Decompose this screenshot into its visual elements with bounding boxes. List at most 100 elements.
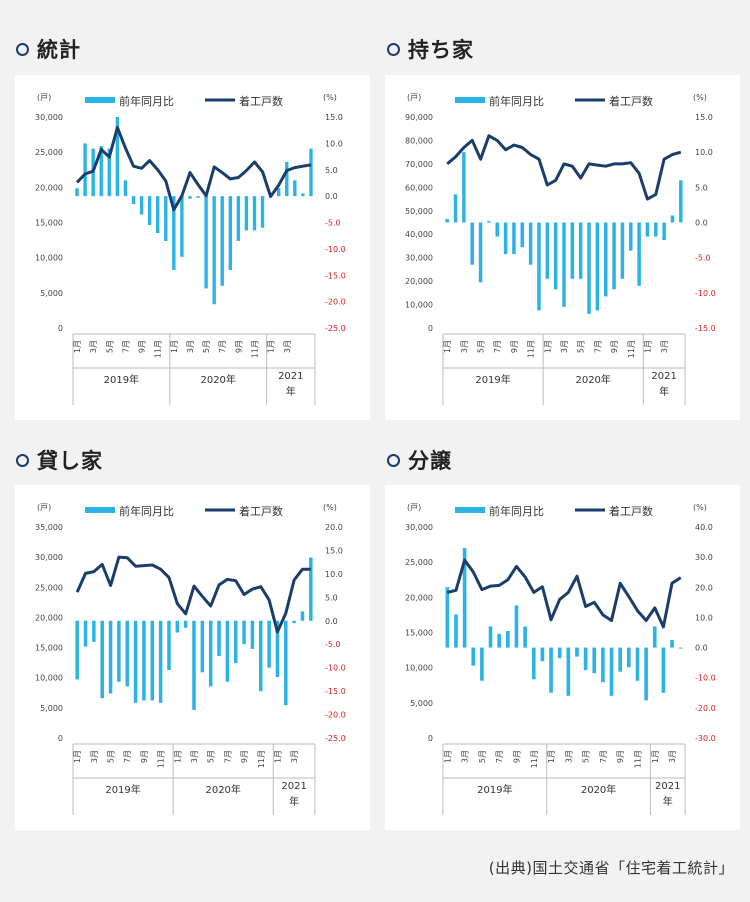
right-tick-label: 15.0: [325, 546, 343, 555]
right-tick-label: 0.0: [325, 192, 338, 201]
bar: [540, 647, 545, 662]
month-label: 1月: [170, 340, 179, 353]
bar: [167, 620, 171, 671]
month-label: 3月: [186, 340, 195, 353]
bar: [115, 117, 120, 197]
bar: [512, 222, 516, 255]
right-axis-unit: (%): [323, 503, 337, 512]
bar: [644, 647, 648, 701]
bar: [531, 647, 536, 680]
right-tick-label: -5.0: [695, 254, 711, 263]
bar: [75, 188, 79, 197]
chart-panel-2: 前年同月比 着工戸数 (戸) (%) 90,000 80,000 70,000 60,000 5…: [385, 75, 740, 420]
month-label: 5月: [207, 750, 216, 763]
chart-title-text: 貸し家: [37, 449, 103, 473]
bar: [228, 196, 232, 270]
bar: [117, 620, 121, 682]
bar: [612, 222, 616, 290]
month-label: 5月: [577, 340, 586, 353]
bar: [242, 620, 246, 645]
month-label: 7月: [493, 340, 502, 353]
right-tick-label: 20.0: [695, 583, 713, 592]
bar: [208, 620, 213, 687]
left-tick-label: 30,000: [35, 553, 63, 562]
right-tick-label: 20.0: [325, 523, 343, 532]
right-tick-label: 10.0: [325, 570, 343, 579]
bar: [292, 620, 296, 624]
bar: [236, 196, 241, 241]
bar: [514, 605, 519, 648]
bar: [445, 218, 449, 223]
legend-bar-swatch: [85, 97, 115, 103]
left-tick-label: 90,000: [405, 113, 433, 122]
bar: [244, 196, 249, 231]
bar: [150, 620, 155, 701]
month-label: 7月: [599, 750, 608, 763]
month-label: 1月: [273, 750, 282, 763]
bar: [92, 620, 96, 642]
right-tick-label: -10.0: [325, 664, 346, 673]
right-tick-label: -20.0: [325, 711, 346, 720]
left-tick-label: 30,000: [35, 113, 63, 122]
month-label: 11月: [157, 750, 166, 768]
bar: [670, 640, 674, 648]
month-label: 7月: [218, 340, 227, 353]
chart-title-text: 持ち家: [408, 38, 474, 62]
circle-bullet-icon: [16, 42, 29, 56]
bar: [301, 193, 305, 197]
bar: [133, 620, 138, 703]
month-label: 11月: [527, 340, 536, 358]
left-tick-label: 15,000: [35, 219, 63, 228]
bar: [277, 188, 281, 197]
chart-title-1: 統計: [16, 34, 81, 64]
right-tick-label: 15.0: [325, 113, 343, 122]
month-label: 9月: [510, 340, 519, 353]
bar: [250, 620, 255, 649]
month-label: 11月: [257, 750, 266, 768]
chart-panel-3: 前年同月比 着工戸数 (戸) (%) 35,000 30,000 25,000 20,000 1…: [15, 485, 370, 830]
line-series: [75, 126, 312, 212]
legend-bar-swatch: [455, 97, 485, 103]
month-label: 11月: [251, 340, 260, 358]
left-tick-label: 40,000: [405, 230, 433, 239]
right-tick-label: 0.0: [695, 644, 708, 653]
left-tick-label: 25,000: [405, 558, 433, 567]
circle-bullet-icon: [387, 42, 400, 56]
bar: [217, 620, 221, 656]
right-tick-label: -15.0: [325, 687, 346, 696]
left-tick-label: 80,000: [405, 136, 433, 145]
left-tick-label: 0: [58, 324, 63, 333]
left-axis-unit: (戸): [37, 503, 51, 512]
month-label: 3月: [461, 750, 470, 763]
chart-svg: 前年同月比 着工戸数 (戸) (%) 30,000 25,000 20,000 15,000 1…: [405, 503, 716, 815]
bar: [618, 647, 622, 672]
month-label: 1月: [267, 340, 276, 353]
bar: [503, 222, 508, 255]
bar: [635, 647, 640, 681]
month-label: 3月: [89, 340, 98, 353]
year-label: 2019年: [475, 373, 510, 386]
right-tick-label: 10.0: [695, 613, 713, 622]
bar: [309, 557, 313, 621]
bar: [192, 620, 196, 710]
bar: [462, 548, 467, 648]
bar: [454, 614, 458, 648]
legend-bar-swatch: [455, 507, 485, 513]
year-label: 2019年: [104, 373, 139, 386]
right-axis-unit: (%): [693, 503, 707, 512]
left-tick-label: 10,000: [405, 301, 433, 310]
month-label: 3月: [660, 340, 669, 353]
month-label: 1月: [443, 340, 452, 353]
bar: [131, 196, 136, 205]
year-label: 年: [663, 795, 673, 808]
bar: [603, 222, 608, 297]
bar: [125, 620, 129, 687]
right-tick-label: 40.0: [695, 523, 713, 532]
right-tick-label: -10.0: [325, 245, 346, 254]
bar: [570, 222, 575, 279]
right-tick-label: -15.0: [695, 324, 716, 333]
line-series: [75, 555, 311, 634]
year-label: 2019年: [477, 783, 512, 796]
chart-title-3: 貸し家: [16, 445, 103, 475]
year-label: 2020年: [581, 783, 616, 796]
